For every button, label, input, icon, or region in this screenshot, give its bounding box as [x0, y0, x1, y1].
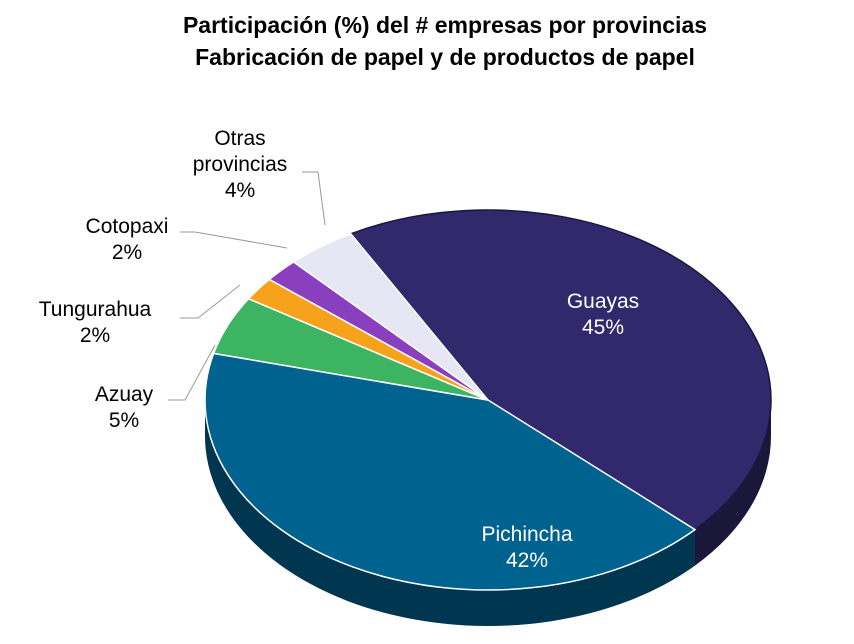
data-label: Guayas 45% — [567, 289, 639, 341]
data-label: Otras provincias 4% — [175, 126, 305, 204]
label-value: 42% — [505, 549, 549, 572]
label-value: 5% — [108, 409, 140, 432]
label-name: Azuay — [94, 383, 154, 406]
data-label: Pichincha 42% — [481, 522, 572, 574]
data-label: Azuay 5% — [95, 382, 153, 434]
pie-side — [694, 400, 771, 566]
leader-line — [168, 344, 216, 401]
label-name: Tungurahua — [38, 298, 152, 321]
pie-side — [205, 400, 695, 626]
leader-line — [302, 171, 326, 226]
label-value: 2% — [79, 324, 111, 347]
pie-slice — [349, 209, 772, 531]
label-value: 2% — [111, 241, 143, 264]
pie-slice — [292, 232, 489, 401]
label-name: Otras provincias — [192, 127, 288, 176]
label-value: 45% — [581, 316, 625, 339]
pie-slice — [204, 352, 697, 591]
leader-line — [180, 284, 241, 319]
data-label: Cotopaxi 2% — [86, 214, 169, 266]
data-label: Tungurahua 2% — [39, 297, 151, 349]
leader-line — [180, 231, 288, 249]
label-value: 4% — [224, 179, 256, 202]
label-name: Pichincha — [481, 523, 573, 546]
label-name: Guayas — [566, 290, 640, 313]
chart-title: Participación (%) del # empresas por pro… — [182, 12, 708, 38]
label-name: Cotopaxi — [85, 215, 169, 238]
chart-subtitle: Fabricación de papel y de productos de p… — [195, 44, 695, 70]
